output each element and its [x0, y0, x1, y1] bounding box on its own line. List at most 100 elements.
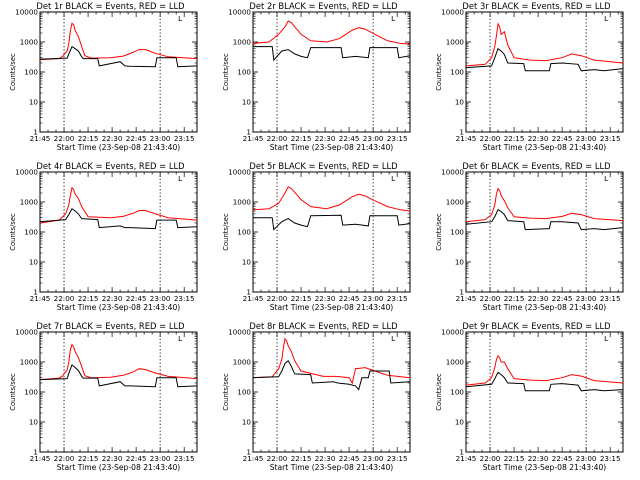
y-axis-label: Counts/sec	[222, 213, 230, 251]
lld-series-line	[252, 186, 411, 212]
y-axis-label: Counts/sec	[222, 373, 230, 411]
panel-title: Det 4r BLACK = Events, RED = LLD	[36, 161, 184, 171]
panel-title: Det 8r BLACK = Events, RED = LLD	[249, 321, 397, 331]
plot-frame	[252, 331, 411, 453]
y-tick-label: 10000	[228, 328, 251, 337]
x-axis-label: Start Time (23-Sep-08 21:43:40)	[57, 143, 181, 152]
x-tick-label: 22:00	[54, 294, 75, 303]
y-tick-label: 1	[33, 128, 38, 137]
x-tick-label: 22:00	[267, 134, 288, 143]
y-tick-label: 10000	[15, 328, 38, 337]
x-tick-label: 23:00	[363, 454, 384, 463]
x-tick-label: 23:15	[174, 454, 195, 463]
x-tick-label: 21:45	[30, 134, 51, 143]
x-tick-label: 22:15	[78, 454, 99, 463]
x-tick-label: 21:45	[456, 134, 477, 143]
lld-series-line	[252, 20, 411, 45]
lld-series-line	[465, 22, 624, 67]
x-tick-label: 22:30	[102, 134, 123, 143]
y-tick-label: 100	[450, 68, 464, 77]
lld-series-line	[39, 186, 198, 224]
x-tick-label: 22:45	[126, 134, 147, 143]
x-tick-label: 23:00	[150, 134, 171, 143]
y-tick-label: 1000	[446, 198, 465, 207]
y-tick-label: 10	[242, 258, 252, 267]
x-axis-label: Start Time (23-Sep-08 21:43:40)	[483, 143, 607, 152]
panel-2: Det 2r BLACK = Events, RED = LLD 1 10 100 10…	[222, 1, 411, 152]
y-axis-label: Counts/sec	[9, 213, 17, 251]
events-series-line	[39, 364, 198, 388]
y-tick-label: 10000	[228, 8, 251, 17]
plot-frame	[252, 11, 411, 133]
x-tick-label: 22:00	[480, 294, 501, 303]
y-tick-label: 1	[459, 448, 464, 457]
x-tick-label: 21:45	[456, 454, 477, 463]
marker-label: L	[604, 174, 608, 183]
x-tick-label: 22:30	[528, 134, 549, 143]
panel-title: Det 9r BLACK = Events, RED = LLD	[462, 321, 610, 331]
x-tick-label: 22:00	[54, 134, 75, 143]
panel-7: Det 7r BLACK = Events, RED = LLD 1 10 100 10…	[9, 321, 198, 472]
x-axis-label: Start Time (23-Sep-08 21:43:40)	[57, 463, 181, 472]
events-series-line	[465, 371, 624, 392]
marker-label: L	[391, 174, 395, 183]
x-tick-label: 22:15	[291, 294, 312, 303]
panel-6: Det 6r BLACK = Events, RED = LLD 1 10 100 10…	[435, 161, 624, 312]
y-axis-label: Counts/sec	[435, 373, 443, 411]
y-tick-label: 100	[24, 68, 38, 77]
x-axis-label: Start Time (23-Sep-08 21:43:40)	[483, 303, 607, 312]
y-axis-label: Counts/sec	[222, 53, 230, 91]
plot-frame	[39, 331, 198, 453]
y-tick-label: 1	[246, 448, 251, 457]
x-tick-label: 23:00	[150, 454, 171, 463]
x-tick-label: 22:45	[552, 294, 573, 303]
y-tick-label: 10000	[15, 168, 38, 177]
x-tick-label: 22:45	[552, 134, 573, 143]
panel-title: Det 5r BLACK = Events, RED = LLD	[249, 161, 397, 171]
lld-series-line	[39, 343, 198, 381]
panel-1: Det 1r BLACK = Events, RED = LLD 1 10 100 10…	[9, 1, 198, 152]
x-tick-label: 22:00	[267, 294, 288, 303]
y-tick-label: 10000	[15, 8, 38, 17]
y-tick-label: 1000	[20, 198, 39, 207]
x-tick-label: 22:45	[339, 294, 360, 303]
y-axis-label: Counts/sec	[435, 213, 443, 251]
x-tick-label: 23:15	[600, 454, 621, 463]
x-tick-label: 22:45	[126, 294, 147, 303]
panel-title: Det 7r BLACK = Events, RED = LLD	[36, 321, 184, 331]
y-tick-label: 1	[33, 448, 38, 457]
x-tick-label: 23:15	[174, 134, 195, 143]
x-tick-label: 22:30	[315, 294, 336, 303]
x-axis-label: Start Time (23-Sep-08 21:43:40)	[270, 303, 394, 312]
y-axis-label: Counts/sec	[9, 53, 17, 91]
lld-series-line	[252, 337, 411, 385]
panel-5: Det 5r BLACK = Events, RED = LLD 1 10 100 10…	[222, 161, 411, 312]
x-axis-label: Start Time (23-Sep-08 21:43:40)	[483, 463, 607, 472]
y-tick-label: 100	[237, 68, 251, 77]
plot-frame	[465, 331, 624, 453]
y-tick-label: 1000	[233, 198, 252, 207]
y-tick-label: 10	[242, 418, 252, 427]
x-tick-label: 21:45	[243, 454, 264, 463]
events-series-line	[253, 214, 411, 231]
x-tick-label: 22:15	[78, 134, 99, 143]
x-tick-label: 22:15	[504, 454, 525, 463]
marker-label: L	[391, 14, 395, 23]
y-tick-label: 100	[24, 228, 38, 237]
y-tick-label: 1000	[233, 358, 252, 367]
y-tick-label: 1000	[20, 358, 39, 367]
events-series-line	[465, 208, 624, 231]
x-axis-label: Start Time (23-Sep-08 21:43:40)	[57, 303, 181, 312]
events-series-line	[39, 45, 198, 68]
panel-4: Det 4r BLACK = Events, RED = LLD 1 10 100 10…	[9, 161, 198, 312]
y-tick-label: 1	[459, 128, 464, 137]
plot-frame	[39, 11, 198, 133]
x-tick-label: 22:00	[480, 134, 501, 143]
y-axis-label: Counts/sec	[9, 373, 17, 411]
x-tick-label: 23:00	[576, 294, 597, 303]
y-tick-label: 10	[455, 98, 465, 107]
x-tick-label: 21:45	[30, 454, 51, 463]
lld-series-line	[39, 22, 198, 61]
lld-series-line	[465, 187, 624, 223]
